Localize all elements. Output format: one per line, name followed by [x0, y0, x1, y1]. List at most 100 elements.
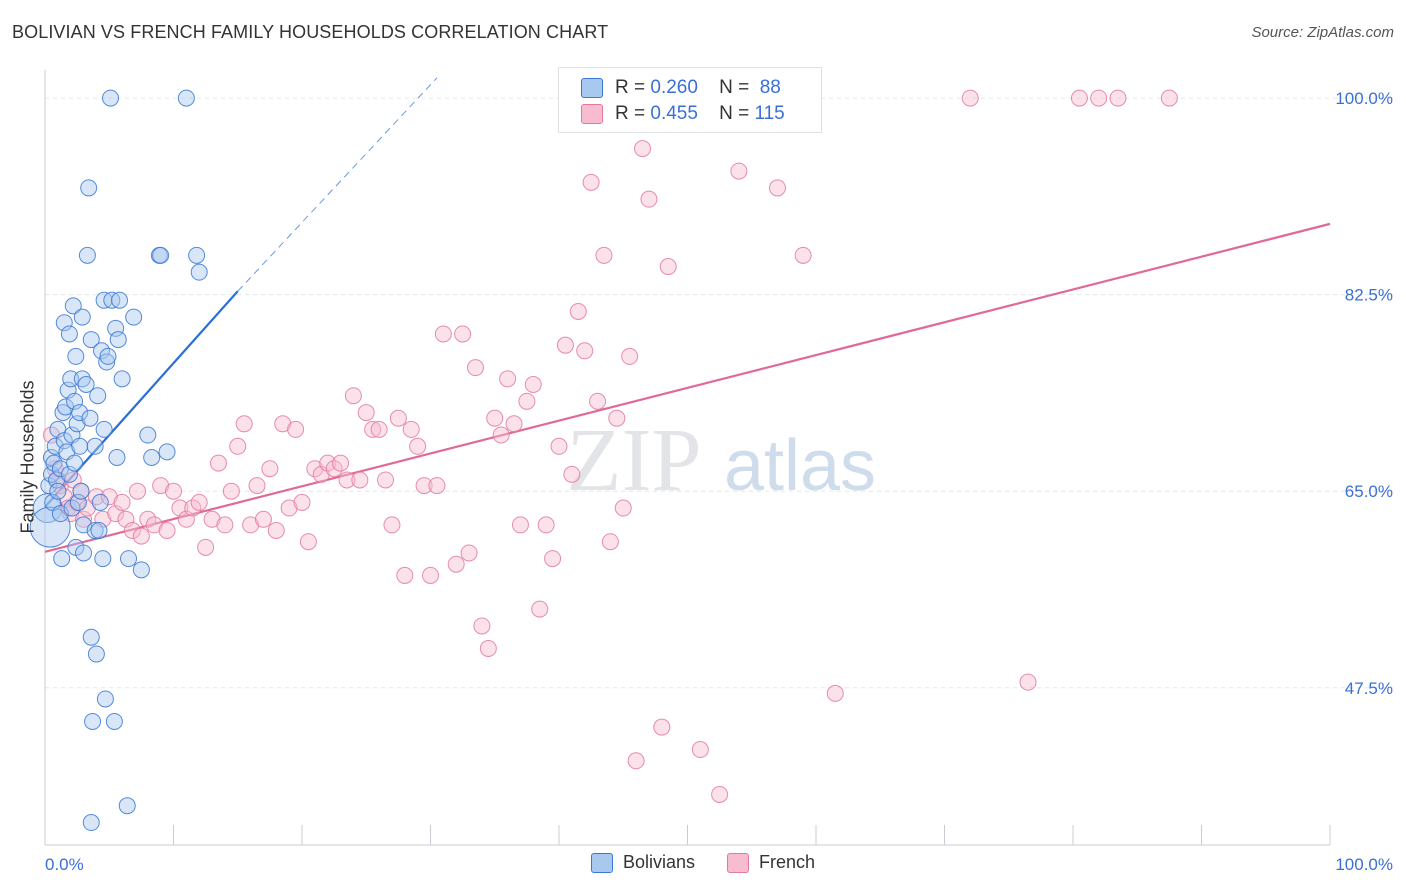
french-point — [351, 471, 369, 489]
french-point — [505, 415, 523, 433]
french-point — [730, 162, 748, 180]
french-point — [152, 477, 170, 495]
y-tick-label: 100.0% — [1335, 89, 1393, 108]
french-trend-line — [44, 222, 1331, 553]
chart-title: BOLIVIAN VS FRENCH FAMILY HOUSEHOLDS COR… — [12, 22, 609, 42]
french-legend-swatch — [727, 852, 749, 873]
french-point — [428, 477, 446, 495]
bolivian-point — [143, 449, 161, 466]
bolivian-point — [77, 375, 95, 393]
bolivian-point — [71, 437, 89, 455]
french-point — [589, 392, 607, 410]
legend-r-label-2: R = — [615, 103, 646, 124]
bolivian-point — [64, 297, 82, 315]
french-point — [325, 460, 343, 478]
bolivian-point — [60, 325, 78, 343]
french-point — [402, 420, 420, 438]
french-point — [319, 454, 337, 472]
bolivian-point — [67, 347, 85, 365]
bolivian-point — [62, 370, 80, 388]
french-point — [145, 516, 163, 534]
french-point — [261, 460, 279, 478]
french-point — [768, 179, 786, 197]
bolivian-point — [177, 89, 195, 107]
legend-n-label-2: N = — [719, 103, 750, 124]
chart-source: Source: ZipAtlas.com — [1251, 24, 1394, 41]
bolivian-point — [81, 409, 99, 427]
french-point — [267, 522, 285, 540]
french-point — [242, 516, 260, 534]
axes — [44, 70, 1331, 846]
french-point — [129, 482, 147, 500]
bolivian-point — [91, 493, 109, 511]
french-point — [634, 140, 652, 158]
french-point — [364, 420, 382, 438]
french-point — [499, 370, 517, 388]
legend-n-value-1: 88 — [759, 77, 781, 98]
bolivian-point — [86, 522, 104, 540]
bolivian-point — [82, 814, 100, 832]
legend-row-french: R = 0.455 N = 115 — [581, 102, 785, 126]
y-tick-label: 82.5% — [1345, 286, 1393, 305]
bolivian-point — [29, 506, 71, 548]
french-point — [248, 477, 266, 495]
french-point — [222, 482, 240, 500]
bolivians-legend-label: Bolivians — [622, 852, 695, 872]
legend-r-value-2: 0.455 — [650, 103, 698, 124]
bolivian-point — [98, 353, 116, 371]
legend-item-french[interactable]: French — [727, 852, 815, 873]
french-point — [78, 499, 96, 517]
y-tick-label: 47.5% — [1345, 679, 1393, 698]
french-point — [621, 347, 639, 365]
french-point — [100, 488, 118, 506]
french-point — [518, 392, 536, 410]
french-point — [42, 426, 60, 444]
french-point — [338, 471, 356, 489]
bolivian-point — [45, 454, 63, 472]
x-tick-label-min: 0.0% — [45, 855, 84, 874]
bolivian-point — [93, 342, 111, 360]
y-tick-label: 65.0% — [1345, 482, 1393, 501]
legend-item-bolivians[interactable]: Bolivians — [590, 852, 695, 873]
french-point — [280, 499, 298, 517]
bolivian-point — [87, 645, 105, 663]
french-point — [531, 600, 549, 618]
french-point — [422, 566, 439, 584]
french-point — [370, 420, 388, 438]
legend-row-bolivians: R = 0.260 N = 88 — [581, 76, 781, 100]
bolivian-point — [158, 443, 176, 461]
bolivian-point — [49, 482, 67, 500]
bolivian-point — [82, 331, 100, 349]
bolivian-point — [111, 291, 129, 309]
stats-legend: R = 0.260 N = 88 R = 0.455 N = 115 — [558, 67, 822, 133]
legend-n-label-1: N = — [719, 77, 750, 98]
french-point — [396, 566, 414, 584]
bolivian-point — [66, 454, 84, 472]
french-point — [383, 516, 401, 534]
french-point — [123, 522, 141, 540]
french-point — [216, 516, 234, 534]
bolivian-point — [90, 522, 108, 540]
bolivian-point — [72, 482, 90, 500]
bolivian-point — [60, 465, 78, 483]
french-point — [608, 409, 626, 427]
french-point — [460, 544, 478, 562]
french-point — [139, 510, 157, 528]
bolivian-point — [82, 628, 100, 646]
french-point — [235, 415, 253, 433]
x-tick-labels: 0.0% 100.0% — [45, 855, 1393, 874]
french-point — [569, 302, 587, 320]
bolivian-point — [86, 437, 104, 455]
bolivian-point — [80, 179, 98, 197]
french-point — [582, 173, 600, 191]
french-point — [254, 510, 272, 528]
french-point — [454, 325, 472, 343]
french-point — [434, 325, 452, 343]
french-point — [1070, 89, 1088, 107]
french-point — [691, 741, 709, 759]
french-point — [550, 437, 568, 455]
french-point — [203, 510, 221, 528]
french-point — [595, 246, 613, 264]
french-point — [274, 415, 292, 433]
